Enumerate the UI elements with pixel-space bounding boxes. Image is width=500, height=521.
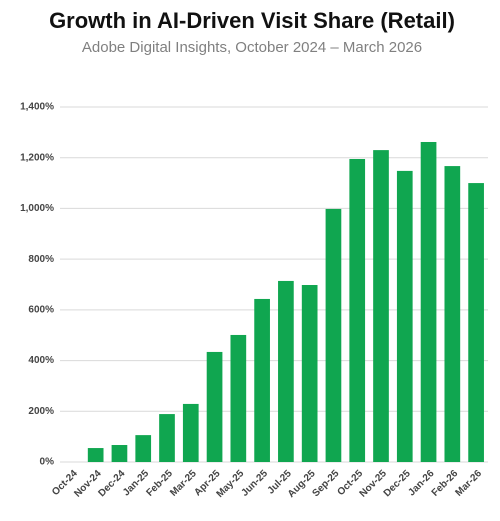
bar (444, 166, 461, 462)
bar (373, 150, 389, 462)
bar (349, 158, 366, 462)
y-tick-label: 0% (40, 457, 55, 468)
y-tick-label: 600% (28, 304, 54, 315)
bar (420, 141, 437, 462)
x-tick-label: Mar-25 (168, 468, 199, 499)
bar (468, 183, 484, 463)
bar (206, 351, 223, 462)
y-tick-label: 1,000% (20, 203, 54, 214)
bar (230, 334, 247, 462)
bar (111, 445, 128, 462)
x-tick-label: Jun-25 (240, 468, 271, 499)
bar (135, 435, 152, 462)
chart-subtitle: Adobe Digital Insights, October 2024 – M… (82, 39, 422, 56)
y-tick-label: 800% (28, 254, 54, 265)
bar (254, 298, 270, 462)
chart-title: Growth in AI-Driven Visit Share (Retail) (49, 8, 455, 33)
bar (301, 285, 318, 462)
bar (278, 280, 294, 462)
bar (325, 208, 342, 462)
x-tick-label: May-25 (215, 468, 247, 500)
x-tick-label: Dec-25 (382, 468, 413, 499)
x-tick-label: Dec-24 (96, 468, 127, 499)
y-tick-label: 400% (28, 355, 54, 366)
bar (87, 448, 104, 462)
y-tick-label: 1,200% (20, 152, 54, 163)
x-tick-label: Sep-25 (310, 468, 341, 499)
bar (182, 403, 199, 462)
y-tick-label: 200% (28, 406, 54, 417)
y-tick-label: 1,400% (20, 102, 54, 113)
bar (396, 170, 413, 462)
x-tick-label: Mar-26 (454, 468, 485, 499)
bar (159, 414, 175, 462)
